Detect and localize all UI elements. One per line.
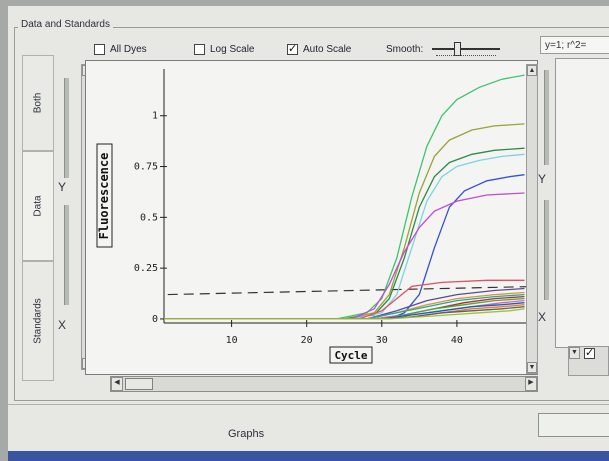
auto-scale-label: Auto Scale [303, 43, 352, 55]
x-axis-label: Cycle [334, 349, 367, 362]
x-zoom-slider-right[interactable] [544, 200, 549, 300]
series-line-1 [164, 123, 525, 320]
amplification-chart: 00.250.50.7511020304050FluorescenceCycle [96, 69, 537, 364]
threshold-line [167, 285, 533, 296]
y-tick-label-2: 0.5 [140, 212, 158, 223]
x-slider-label-right: X [538, 310, 547, 324]
tab-data[interactable]: Data [22, 151, 54, 261]
y-tick-label-0: 0 [152, 314, 158, 325]
y-zoom-slider-right[interactable] [544, 70, 549, 165]
right-list-panel[interactable] [555, 58, 609, 348]
all-dyes-checkbox[interactable] [94, 43, 105, 55]
right-scroll-up-button[interactable]: ▲ [527, 65, 537, 76]
smooth-slider[interactable] [432, 40, 502, 60]
right-vertical-scrollbar[interactable]: ▲ ▼ [526, 64, 538, 374]
group-title: Data and Standards [18, 19, 113, 30]
scroll-right-button[interactable]: ▶ [525, 377, 537, 391]
series-line-10 [164, 295, 525, 320]
smooth-control: Smooth: [386, 41, 423, 57]
x-tick-label-0: 10 [226, 335, 238, 346]
x-tick-label-2: 30 [376, 335, 388, 346]
y-axis-label: Fluorescence [97, 153, 111, 240]
y-tick-label-4: 1 [152, 111, 158, 122]
scroll-left-button[interactable]: ◀ [111, 377, 123, 391]
series-line-5 [164, 192, 525, 320]
auto-scale-checkbox[interactable] [287, 42, 298, 55]
tab-standards-label: Standards [32, 298, 44, 344]
equation-field: y=1; r^2= [540, 36, 609, 54]
smooth-label: Smooth: [386, 43, 424, 55]
tab-both[interactable]: Both [22, 55, 54, 151]
right-list-scroll[interactable]: ▼ [568, 346, 609, 376]
series-line-0 [164, 74, 525, 320]
right-list-down-button[interactable]: ▼ [569, 347, 580, 359]
y-slider-label-left: Y [58, 180, 67, 194]
window-border [8, 451, 609, 461]
all-dyes-option[interactable]: All Dyes [94, 41, 147, 57]
log-scale-option[interactable]: Log Scale [194, 41, 254, 57]
series-line-8 [164, 291, 525, 320]
log-scale-checkbox[interactable] [194, 43, 205, 55]
y-zoom-slider-left[interactable] [64, 78, 69, 178]
all-dyes-label: All Dyes [110, 43, 147, 55]
tab-data-label: Data [32, 195, 44, 217]
x-slider-label-left: X [58, 318, 67, 332]
bottom-bar [8, 404, 609, 452]
series-line-16 [164, 308, 525, 320]
right-scroll-down-button[interactable]: ▼ [527, 362, 537, 373]
log-scale-label: Log Scale [210, 43, 255, 55]
right-list-checkbox[interactable] [584, 346, 595, 359]
smooth-slider-thumb[interactable] [454, 42, 461, 56]
y-tick-label-1: 0.25 [134, 263, 158, 274]
graphs-tab[interactable]: Graphs [228, 428, 265, 440]
tab-both-label: Both [32, 92, 44, 114]
series-line-6 [164, 279, 525, 320]
series-line-3 [164, 153, 525, 320]
x-tick-label-1: 20 [301, 335, 313, 346]
auto-scale-option[interactable]: Auto Scale [287, 41, 351, 57]
tab-standards[interactable]: Standards [22, 261, 54, 381]
bottom-right-button[interactable] [538, 413, 609, 437]
y-tick-label-3: 0.75 [134, 162, 158, 173]
x-tick-label-3: 40 [451, 335, 463, 346]
x-zoom-slider-left[interactable] [64, 205, 69, 305]
ylabel-box [96, 143, 113, 248]
horizontal-scrollbar[interactable]: ◀ ▶ [110, 376, 538, 392]
xlabel-box [329, 346, 373, 364]
y-slider-label-right: Y [538, 172, 547, 186]
horizontal-scroll-thumb[interactable] [125, 378, 153, 390]
data-standards-group [14, 27, 609, 401]
